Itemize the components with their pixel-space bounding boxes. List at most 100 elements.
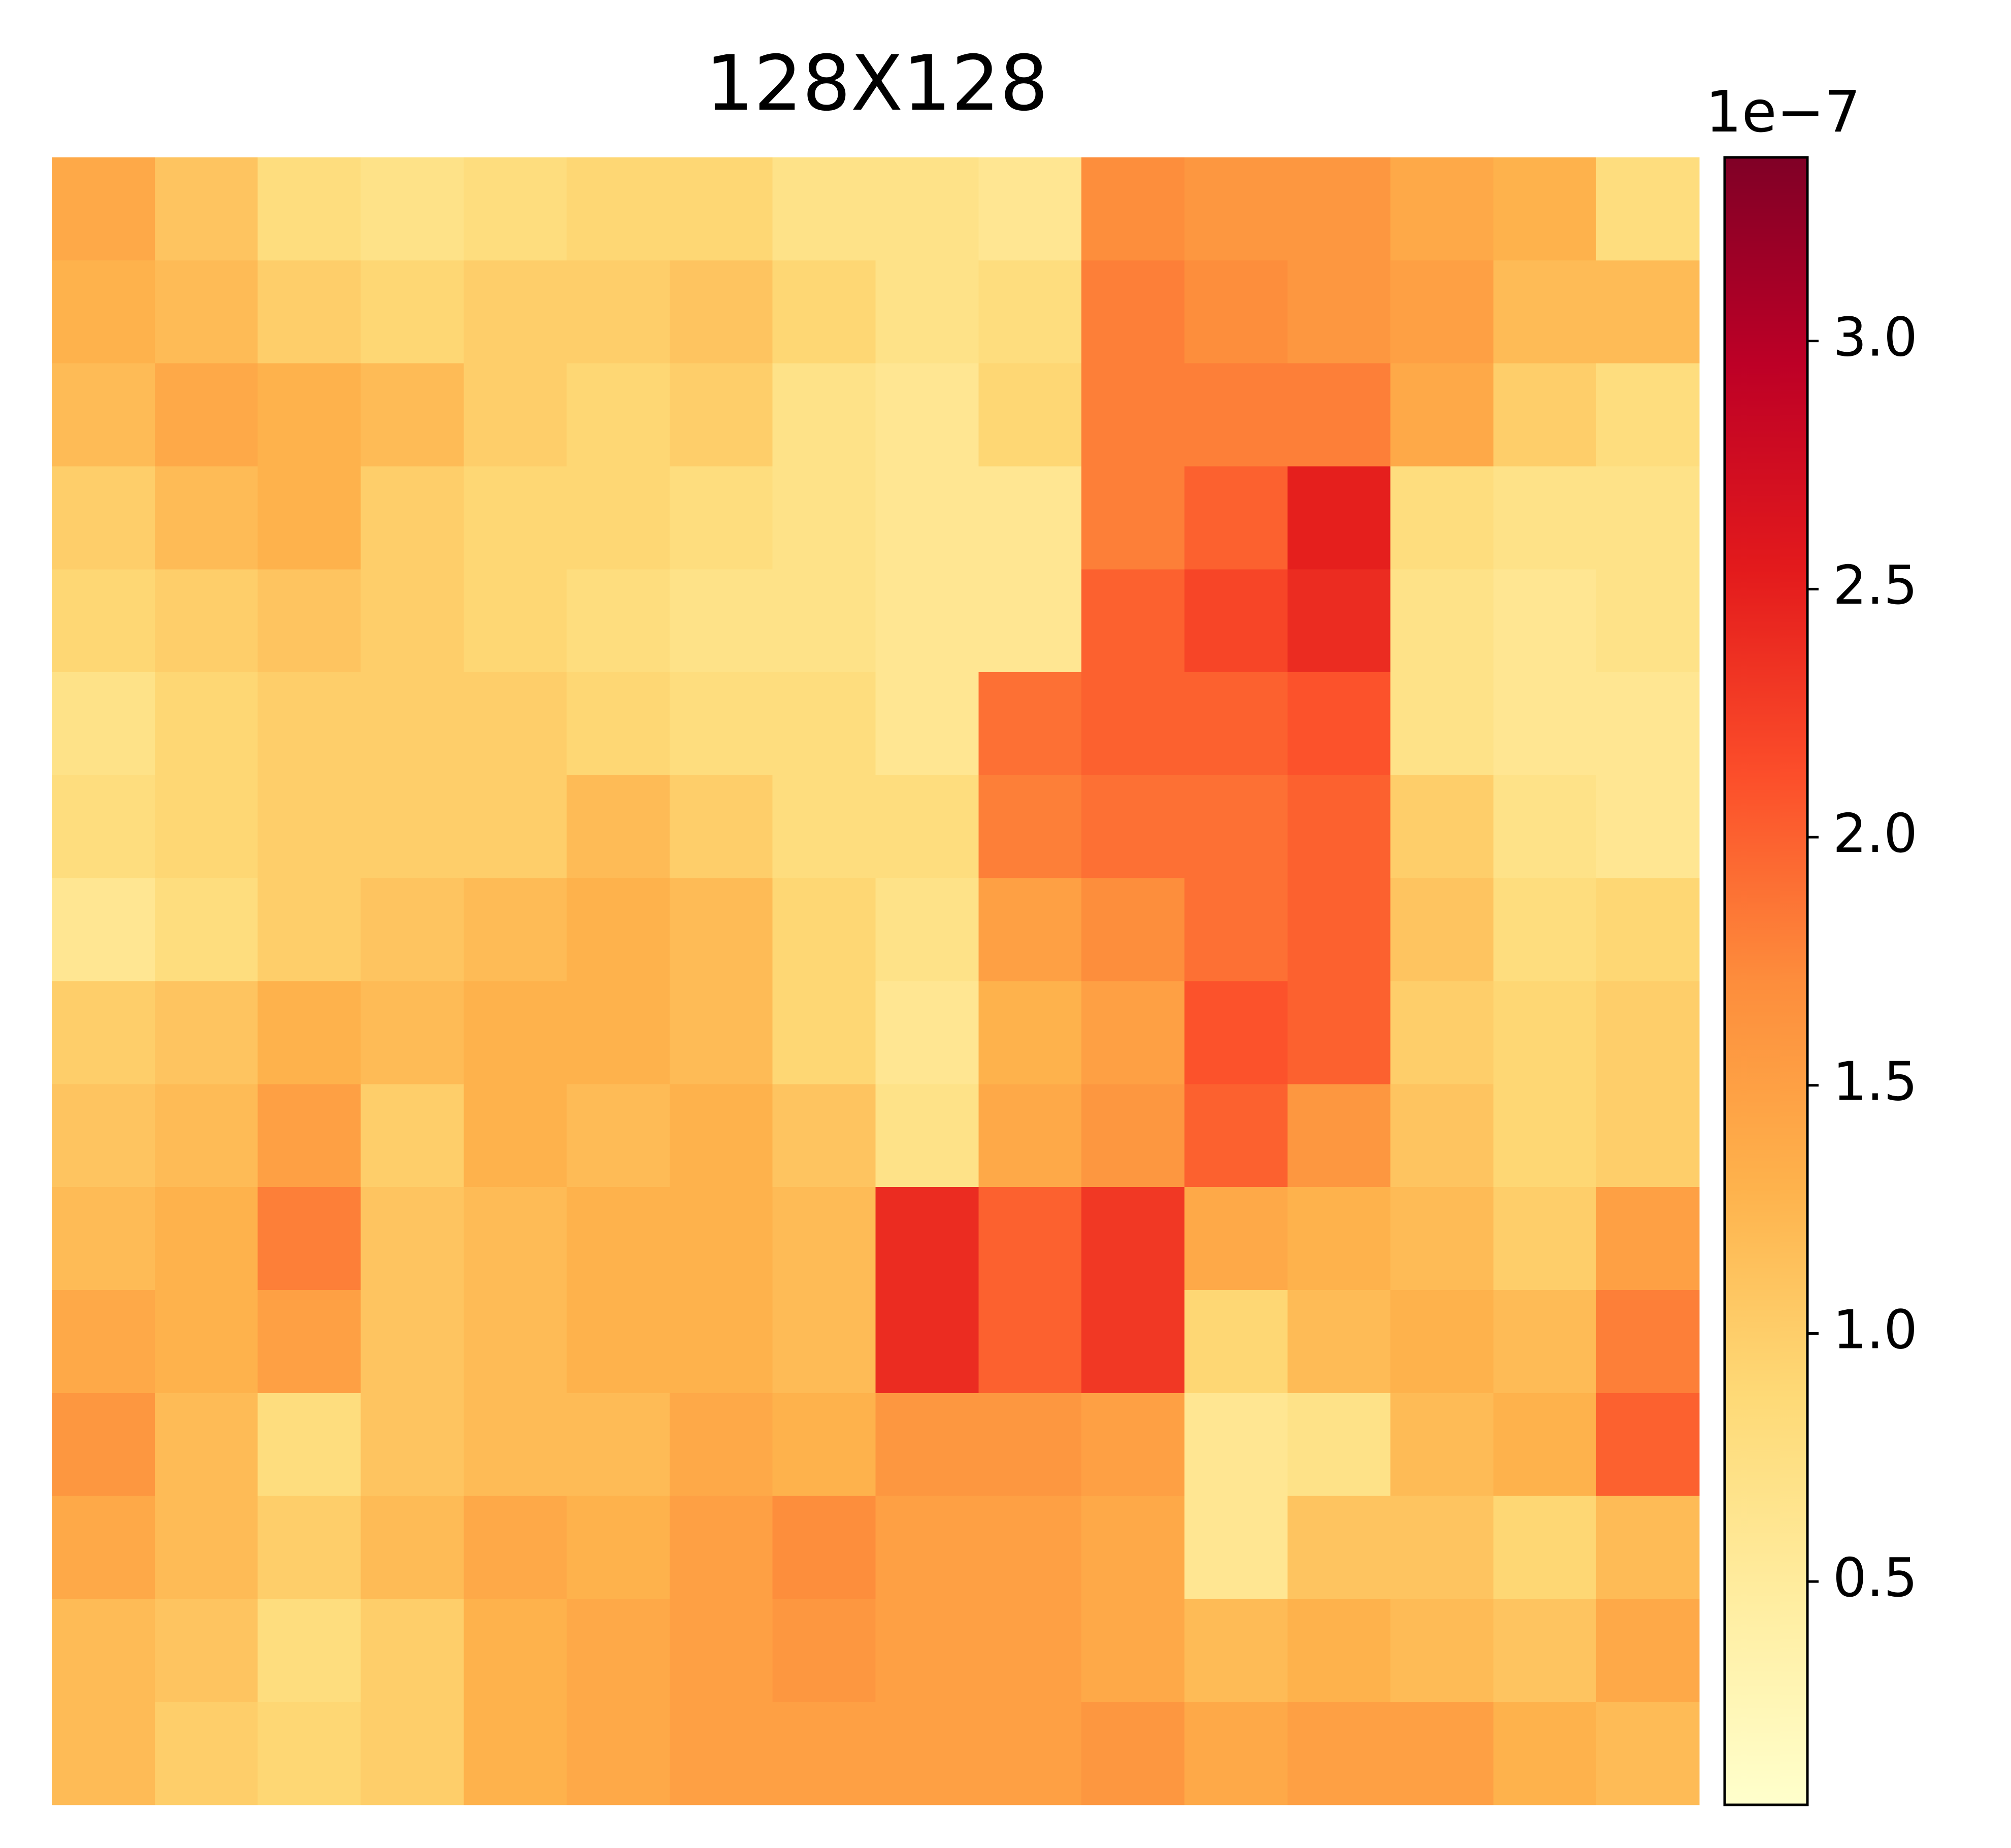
heatmap-cell — [360, 157, 464, 261]
heatmap-cell — [978, 1599, 1082, 1702]
heatmap-cell — [154, 260, 258, 364]
heatmap-cell — [154, 981, 258, 1084]
heatmap-cell — [257, 672, 361, 776]
heatmap-cell — [978, 1496, 1082, 1599]
heatmap-cell — [669, 1599, 773, 1702]
heatmap-cell — [154, 363, 258, 467]
heatmap-cell — [1390, 775, 1494, 879]
heatmap-cell — [978, 775, 1082, 879]
heatmap-cell — [154, 672, 258, 776]
heatmap-cell — [360, 981, 464, 1084]
heatmap-cell — [360, 363, 464, 467]
heatmap-cell — [464, 981, 567, 1084]
heatmap-cell — [1081, 1290, 1185, 1394]
heatmap-cell — [1390, 878, 1494, 981]
heatmap-cell — [567, 1496, 670, 1599]
heatmap-cell — [360, 569, 464, 673]
heatmap-cell — [772, 1290, 876, 1394]
heatmap-cell — [567, 157, 670, 261]
heatmap-cell — [567, 1084, 670, 1187]
heatmap-cell — [257, 1702, 361, 1805]
heatmap-cell — [1493, 1496, 1597, 1599]
heatmap-cell — [1493, 466, 1597, 570]
heatmap-cell — [1081, 1084, 1185, 1187]
heatmap-cell — [1390, 1084, 1494, 1187]
heatmap-cell — [1493, 1187, 1597, 1291]
heatmap-cell — [257, 1599, 361, 1702]
heatmap-cell — [52, 466, 155, 570]
heatmap-cell — [52, 1084, 155, 1187]
heatmap-cell — [1596, 1290, 1700, 1394]
heatmap-cell — [154, 1393, 258, 1497]
heatmap-cell — [669, 1084, 773, 1187]
heatmap-cell — [1493, 569, 1597, 673]
heatmap-cell — [875, 1702, 979, 1805]
heatmap-cell — [1596, 363, 1700, 467]
heatmap-cell — [1493, 363, 1597, 467]
heatmap-cell — [154, 1496, 258, 1599]
heatmap-cell — [1287, 363, 1391, 467]
heatmap-cell — [1287, 466, 1391, 570]
heatmap-cell — [772, 569, 876, 673]
heatmap-cell — [360, 1187, 464, 1291]
heatmap-cell — [52, 1702, 155, 1805]
heatmap-cell — [669, 1290, 773, 1394]
heatmap-cell — [1493, 1084, 1597, 1187]
heatmap-cell — [669, 878, 773, 981]
heatmap-cell — [1596, 157, 1700, 261]
heatmap-cell — [669, 1702, 773, 1805]
heatmap-cell — [978, 1290, 1082, 1394]
heatmap-cell — [360, 878, 464, 981]
heatmap-cell — [875, 363, 979, 467]
heatmap-cell — [1184, 878, 1288, 981]
heatmap-cell — [1081, 1702, 1185, 1805]
heatmap-cell — [1596, 775, 1700, 879]
heatmap-cell — [52, 157, 155, 261]
heatmap-cell — [464, 569, 567, 673]
heatmap-cell — [464, 1393, 567, 1497]
heatmap-cell — [772, 1702, 876, 1805]
heatmap-cell — [464, 1496, 567, 1599]
heatmap-cell — [669, 157, 773, 261]
heatmap-cell — [875, 775, 979, 879]
heatmap-cell — [978, 157, 1082, 261]
heatmap-cell — [567, 1393, 670, 1497]
heatmap-cell — [52, 775, 155, 879]
heatmap-cell — [154, 878, 258, 981]
heatmap-cell — [52, 1290, 155, 1394]
heatmap-cell — [360, 1702, 464, 1805]
heatmap-cell — [257, 1290, 361, 1394]
heatmap-cell — [669, 363, 773, 467]
heatmap-cell — [1287, 1599, 1391, 1702]
heatmap-cell — [1596, 1084, 1700, 1187]
heatmap-cell — [257, 569, 361, 673]
heatmap-cell — [567, 775, 670, 879]
heatmap-cell — [978, 1187, 1082, 1291]
heatmap-cell — [1081, 1599, 1185, 1702]
heatmap-cell — [1081, 260, 1185, 364]
heatmap-cell — [464, 1599, 567, 1702]
heatmap-cell — [1287, 981, 1391, 1084]
heatmap-cell — [1287, 1496, 1391, 1599]
heatmap-cell — [875, 260, 979, 364]
heatmap-cell — [1493, 1599, 1597, 1702]
heatmap-cell — [1287, 775, 1391, 879]
heatmap-cell — [772, 1187, 876, 1291]
heatmap-cell — [772, 672, 876, 776]
heatmap-cell — [978, 466, 1082, 570]
heatmap-cell — [1081, 1187, 1185, 1291]
heatmap-cell — [567, 1702, 670, 1805]
heatmap-cell — [360, 260, 464, 364]
heatmap-cell — [360, 1393, 464, 1497]
heatmap-cell — [1287, 569, 1391, 673]
heatmap-cell — [52, 260, 155, 364]
heatmap-cell — [1596, 466, 1700, 570]
heatmap-cell — [875, 1290, 979, 1394]
heatmap-cell — [360, 1599, 464, 1702]
heatmap-cell — [1287, 157, 1391, 261]
heatmap-cell — [1287, 1393, 1391, 1497]
heatmap-cell — [1596, 1599, 1700, 1702]
heatmap-cell — [1081, 1496, 1185, 1599]
heatmap-cell — [52, 878, 155, 981]
heatmap-cell — [772, 466, 876, 570]
